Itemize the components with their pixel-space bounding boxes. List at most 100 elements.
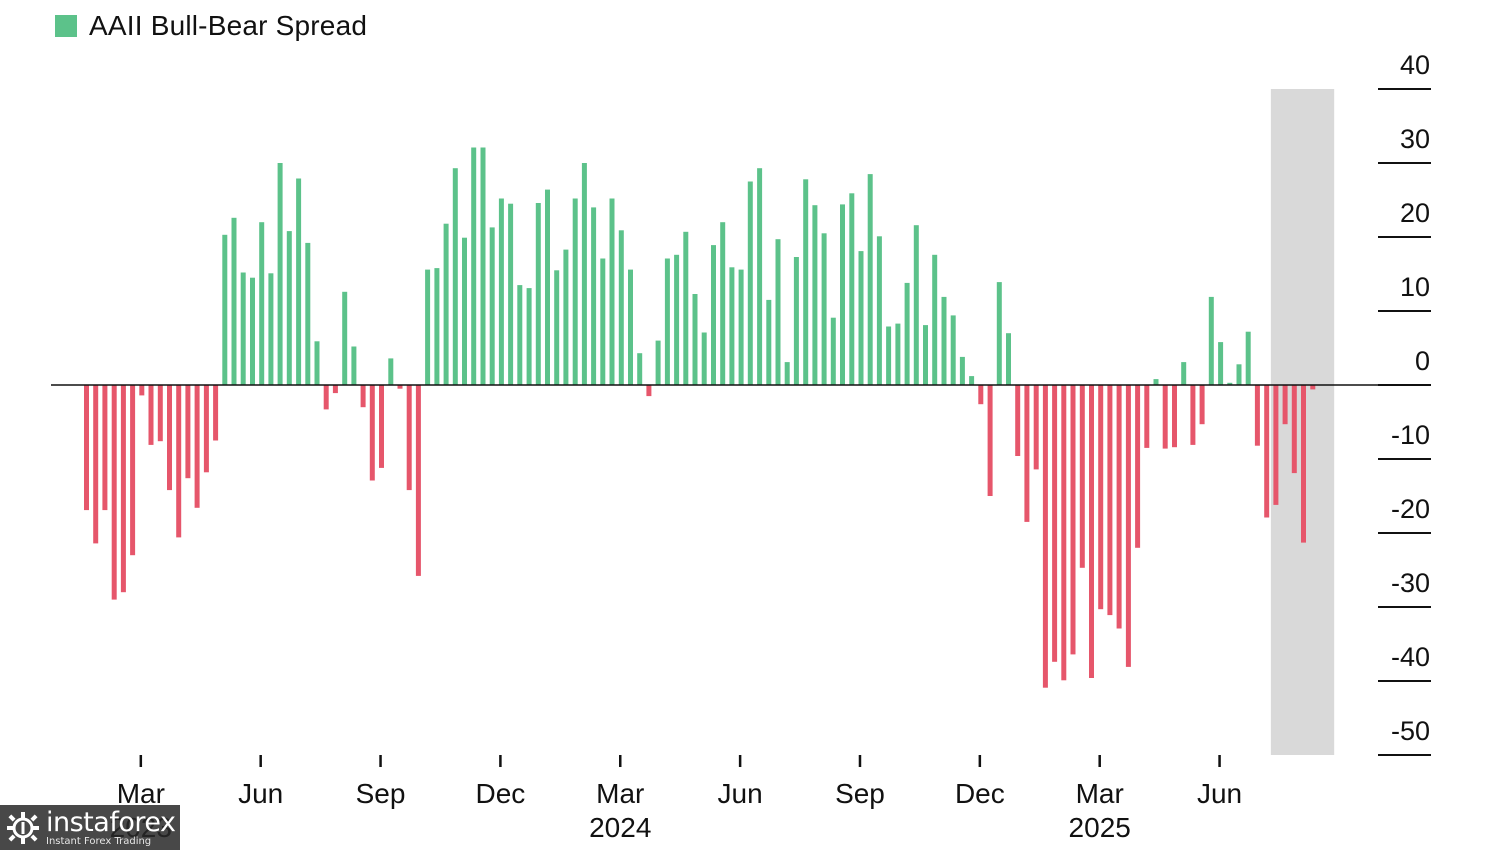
bar <box>701 332 707 385</box>
bar <box>674 254 680 385</box>
bar <box>84 385 89 511</box>
x-tick-label: Mar <box>1076 778 1124 809</box>
bar <box>517 285 523 385</box>
bar <box>996 282 1002 385</box>
bar <box>296 178 302 385</box>
bar <box>1291 385 1297 474</box>
bar <box>628 269 633 385</box>
bar <box>498 198 504 385</box>
bar <box>803 179 809 385</box>
bar <box>1107 385 1113 616</box>
bar <box>1208 296 1214 385</box>
bar <box>959 356 965 385</box>
instaforex-logo-icon <box>7 811 39 844</box>
bar <box>508 203 514 385</box>
bar <box>1070 385 1076 655</box>
bar <box>286 231 292 385</box>
bar <box>231 217 237 385</box>
bar <box>1125 385 1131 667</box>
x-tick-label: Dec <box>955 778 1005 809</box>
bar <box>1172 385 1177 448</box>
bar <box>342 291 348 385</box>
bar <box>895 323 901 385</box>
legend-swatch <box>55 15 77 37</box>
x-year-label: 2024 <box>589 812 651 843</box>
y-tick-label: 0 <box>1415 346 1430 376</box>
bar <box>950 315 956 385</box>
bar <box>185 385 191 479</box>
y-tick-label: 20 <box>1400 198 1430 228</box>
bar <box>609 198 615 385</box>
bar <box>978 385 984 405</box>
x-tick-label: Sep <box>356 778 406 809</box>
x-tick-label: Dec <box>476 778 526 809</box>
bar <box>1144 385 1150 448</box>
bar <box>1006 333 1011 385</box>
bar <box>1042 385 1048 688</box>
bar <box>323 385 329 410</box>
bar <box>830 317 836 385</box>
bar <box>554 270 560 385</box>
bar <box>360 385 366 408</box>
bar <box>471 147 477 385</box>
bar <box>720 222 726 385</box>
watermark-tagline: Instant Forex Trading <box>46 835 152 847</box>
bar <box>176 385 182 538</box>
legend-label: AAII Bull-Bear Spread <box>89 10 368 41</box>
bar <box>480 147 486 385</box>
bar <box>563 249 569 385</box>
bar <box>443 223 449 385</box>
bar <box>1098 385 1104 610</box>
bar <box>1310 385 1316 390</box>
bar <box>932 254 938 385</box>
bar <box>1218 342 1224 385</box>
bar <box>812 205 818 385</box>
bar <box>1264 385 1270 518</box>
bar <box>692 294 698 385</box>
x-tick-label: Sep <box>835 778 885 809</box>
bar <box>1301 385 1306 543</box>
bar <box>1033 385 1039 470</box>
bars-group <box>84 147 1316 688</box>
bar <box>1199 385 1205 425</box>
watermark: instaforex Instant Forex Trading <box>0 805 180 850</box>
bar <box>277 163 283 385</box>
bar <box>452 168 458 385</box>
bar <box>1181 362 1187 385</box>
bar <box>314 341 320 385</box>
bar <box>1162 385 1168 449</box>
x-tick-label: Mar <box>596 778 644 809</box>
bar <box>351 346 357 385</box>
bar <box>388 358 394 385</box>
bar <box>1089 385 1094 678</box>
bar <box>379 385 384 468</box>
bar <box>941 296 947 385</box>
y-tick-label: 40 <box>1400 50 1430 80</box>
bar <box>591 207 597 385</box>
bar <box>397 385 403 389</box>
bar <box>130 385 136 556</box>
x-tick-label: Jun <box>1197 778 1242 809</box>
bar <box>1153 379 1159 385</box>
bar <box>766 299 772 385</box>
y-gridlines <box>1378 88 1431 756</box>
bar <box>111 385 117 600</box>
bar <box>683 231 689 385</box>
bar <box>1024 385 1030 522</box>
bar <box>305 242 311 385</box>
bar <box>425 269 431 385</box>
bar <box>867 174 873 385</box>
bar <box>1227 382 1233 385</box>
bar <box>784 362 790 385</box>
bar <box>1015 385 1021 456</box>
bar <box>157 385 163 442</box>
bar <box>545 189 550 385</box>
bar <box>637 353 643 385</box>
x-year-label: 2025 <box>1069 812 1131 843</box>
bar <box>1245 331 1251 385</box>
bar <box>775 239 781 385</box>
bar <box>240 272 246 385</box>
bar <box>747 181 753 385</box>
bar <box>729 267 735 385</box>
